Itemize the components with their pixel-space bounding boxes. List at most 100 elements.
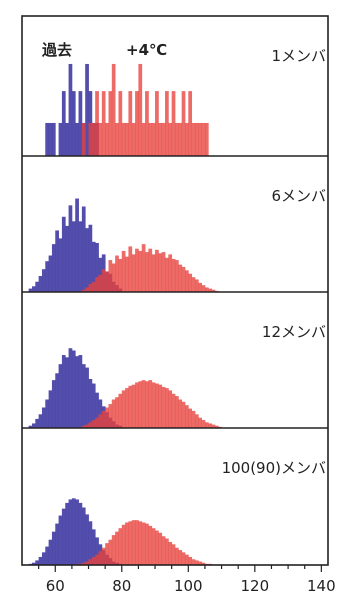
bar-past [31,423,36,428]
x-tick-label: 80 [112,577,131,595]
bar-past [68,348,73,428]
bar-past [41,407,46,428]
bar-warm [168,122,173,156]
panel-4: 100(90)メンバ [28,459,326,565]
panel-label: 100(90)メンバ [222,459,326,477]
bar-warm [118,258,123,292]
bar-warm [131,520,136,565]
bar-warm [165,388,169,428]
bar-past [35,281,40,292]
bar-warm [178,550,183,565]
bar-past [81,364,86,428]
bar-past [28,288,33,292]
bar-past [48,390,53,428]
bar-warm [135,382,139,428]
bar-warm [88,559,93,565]
bar-warm [181,266,186,292]
bar-warm [81,562,86,565]
plot-layer: 1メンバ 6メンバ 12メンバ 100(90)メンバ [28,47,326,565]
bar-past [55,373,59,428]
bar-warm [155,383,159,428]
bar-warm [128,521,133,565]
bar-warm [95,554,99,565]
bar-warm [145,523,149,565]
bar-warm [204,122,209,156]
bar-warm [108,260,113,292]
bar-warm [184,405,189,428]
bar-warm [194,414,199,428]
bar-past [55,230,59,292]
bar-past [61,508,66,565]
bar-past [31,286,36,292]
bar-warm [158,253,163,292]
bar-warm [125,256,129,292]
bar-warm [201,562,206,565]
bar-warm [105,543,109,565]
bar-warm [138,63,143,156]
bar-past [95,537,99,565]
bar-warm [138,250,143,292]
bar-warm [171,91,176,156]
bar-warm [108,404,113,428]
bar-warm [85,287,89,292]
bar-warm [111,63,116,156]
bar-warm [148,525,153,565]
bar-warm [148,380,153,428]
bar-past [71,350,76,428]
bar-warm [145,381,149,428]
bar-past [85,63,89,156]
bar-warm [135,520,139,565]
bar-warm [208,423,212,428]
bar-past [81,507,86,565]
bar-past [38,556,43,565]
bar-warm [161,252,166,292]
bar-warm [171,544,176,565]
bar-warm [175,122,179,156]
bar-past [91,529,96,565]
bar-warm [108,91,113,156]
bar-warm [135,91,139,156]
panel-1: 1メンバ [45,47,326,156]
bar-warm [184,554,189,565]
bar-warm [181,552,186,565]
bar-past [45,261,50,292]
bar-past [61,355,66,428]
bar-warm [191,277,196,292]
bar-past [85,228,89,292]
bar-past [68,205,73,292]
bar-past [75,499,79,565]
panel-3: 12メンバ [28,323,326,428]
bar-warm [181,401,186,428]
bar-warm [175,396,179,428]
bar-warm [135,248,139,292]
bar-warm [175,547,179,565]
bar-past [75,198,79,292]
bar-past [78,502,83,565]
bar-warm [178,264,183,292]
bar-warm [175,260,179,292]
bar-warm [194,122,199,156]
bar-warm [198,122,203,156]
bar-warm [88,122,93,156]
bar-past [75,122,79,156]
bar-warm [178,399,183,428]
bar-warm [184,270,189,292]
bar-warm [115,531,119,565]
bar-past [88,378,93,428]
bar-past [61,91,66,156]
bar-warm [184,122,189,156]
series-warm [75,520,212,565]
bar-past [51,380,56,428]
panel-label: 1メンバ [271,47,326,65]
bar-past [88,521,93,565]
bar-warm [128,246,133,292]
bar-warm [141,122,146,156]
bar-warm [101,547,106,565]
bar-past [68,63,73,156]
bar-warm [98,414,103,428]
bar-past [91,383,96,428]
bar-past [58,238,63,292]
bar-warm [178,122,183,156]
bar-warm [141,244,146,292]
